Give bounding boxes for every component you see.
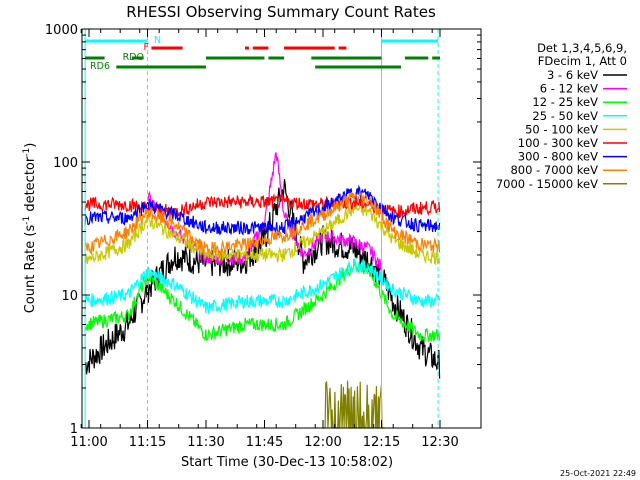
legend-label-3: 25 - 50 keV (532, 109, 598, 123)
y-axis-label: Count Rate (s-1 detector-1) (22, 143, 38, 314)
series-line-4 (84, 202, 441, 266)
flag-label-0: N (154, 35, 161, 46)
footer-timestamp: 25-Oct-2021 22:49 (560, 469, 636, 478)
x-tick-label-0: 11:00 (70, 435, 107, 450)
flag-label-1: F (144, 42, 149, 53)
x-tick-label-4: 12:00 (304, 435, 341, 450)
flag-label-3: RD6 (90, 61, 110, 72)
series-line-3 (84, 258, 441, 314)
legend-label-2: 12 - 25 keV (532, 95, 598, 109)
plot-frame (81, 28, 482, 429)
y-tick-label-1: 10 (61, 289, 78, 304)
legend-label-1: 6 - 12 keV (540, 82, 598, 96)
legend-label-5: 100 - 300 keV (518, 136, 598, 150)
y-tick-label-3: 1000 (45, 23, 78, 38)
legend-label-6: 300 - 800 keV (518, 150, 598, 164)
legend-header-2: FDecim 1, Att 0 (538, 54, 627, 68)
legend-label-0: 3 - 6 keV (547, 68, 598, 82)
x-tick-label-6: 12:30 (421, 435, 458, 450)
y-tick-label-0: 1 (70, 422, 78, 437)
x-tick-label-3: 11:45 (246, 435, 283, 450)
x-tick-label-1: 11:15 (129, 435, 166, 450)
axes-ticks: 11:00 11:15 11:30 11:45 12:00 12:15 12:30 1 10 10… (45, 23, 481, 450)
x-axis-label: Start Time (30-Dec-13 10:58:02) (181, 455, 393, 470)
series-layer (84, 152, 441, 429)
series-line-6 (84, 184, 441, 236)
series-line-8 (323, 380, 385, 429)
legend-label-8: 7000 - 15000 keV (496, 177, 598, 191)
y-tick-label-2: 100 (53, 156, 78, 171)
legend-header-1: Det 1,3,4,5,6,9, (537, 41, 627, 55)
chart-title: RHESSI Observing Summary Count Rates (126, 3, 436, 21)
legend-label-7: 800 - 7000 keV (510, 163, 598, 177)
series-line-7 (84, 191, 441, 256)
flag-label-2: RDO (123, 52, 144, 63)
legend-label-4: 50 - 100 keV (525, 122, 598, 136)
x-tick-label-2: 11:30 (187, 435, 224, 450)
x-tick-label-5: 12:15 (363, 435, 400, 450)
saa-night-markers (84, 29, 439, 428)
